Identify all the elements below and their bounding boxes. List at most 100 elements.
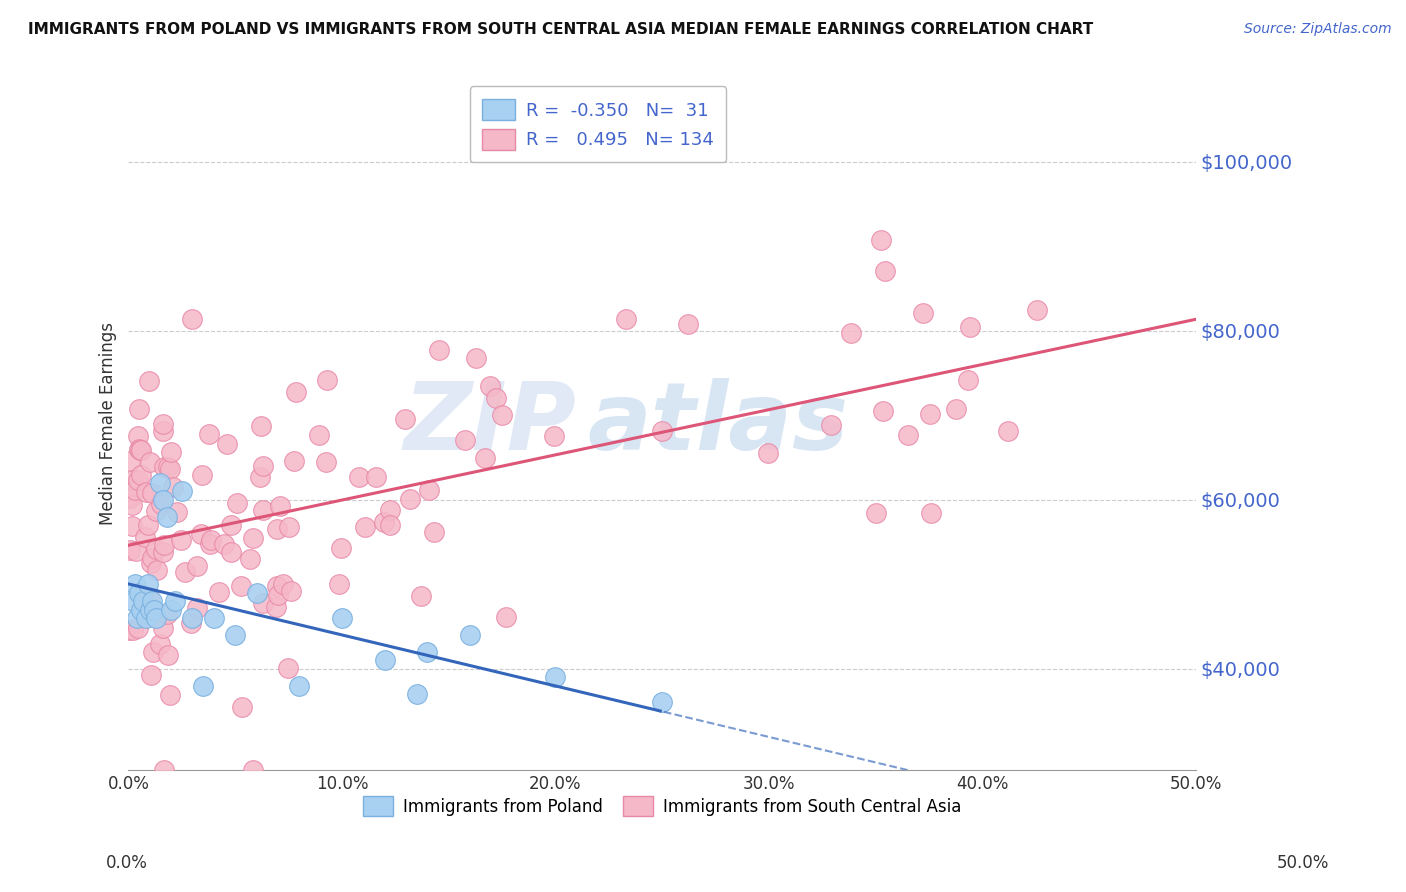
Point (138, 374, 160, 388)
Point (423, 524, 446, 539)
Point (193, 679, 215, 693)
Point (758, 445, 780, 459)
Point (283, 454, 305, 468)
Point (252, 596, 274, 610)
Point (219, 518, 242, 533)
Point (364, 470, 387, 484)
Point (277, 520, 299, 534)
Point (127, 473, 149, 487)
Point (394, 411, 416, 425)
Point (191, 467, 214, 482)
Point (229, 579, 252, 593)
Point (328, 577, 350, 591)
Point (920, 407, 942, 421)
Point (315, 373, 337, 387)
Point (409, 590, 432, 604)
Point (221, 545, 243, 559)
Point (249, 470, 271, 484)
Point (153, 763, 176, 777)
Point (121, 499, 143, 513)
Point (132, 594, 155, 608)
Point (330, 541, 353, 555)
Point (139, 602, 162, 616)
Text: ZIP: ZIP (404, 377, 576, 470)
Point (129, 602, 152, 616)
Point (120, 543, 142, 558)
Point (142, 644, 165, 658)
Point (124, 577, 146, 591)
Point (465, 351, 488, 365)
Point (124, 543, 146, 558)
Text: atlas: atlas (588, 377, 849, 470)
Point (416, 645, 439, 659)
Point (165, 594, 187, 608)
Point (956, 373, 979, 387)
Point (266, 579, 288, 593)
Point (125, 611, 148, 625)
Point (145, 611, 167, 625)
Point (128, 442, 150, 456)
Point (159, 462, 181, 476)
Point (159, 688, 181, 702)
Point (135, 611, 157, 625)
Point (399, 492, 422, 507)
Point (544, 670, 567, 684)
Legend: Immigrants from Poland, Immigrants from South Central Asia: Immigrants from Poland, Immigrants from … (354, 788, 970, 824)
Point (252, 459, 274, 474)
Point (128, 585, 150, 599)
Point (418, 483, 440, 497)
Point (820, 417, 842, 432)
Point (250, 419, 273, 434)
Point (121, 623, 143, 637)
Point (405, 687, 427, 701)
Point (152, 621, 174, 635)
Point (197, 427, 219, 442)
Point (129, 443, 152, 458)
Point (198, 537, 221, 551)
Point (135, 484, 157, 499)
Point (378, 503, 401, 517)
Point (141, 551, 163, 566)
Point (141, 594, 163, 608)
Point (458, 628, 481, 642)
Point (285, 385, 308, 400)
Text: 50.0%: 50.0% (1277, 855, 1329, 872)
Text: 0.0%: 0.0% (105, 855, 148, 872)
Point (212, 536, 235, 550)
Point (945, 402, 967, 417)
Point (308, 427, 330, 442)
Point (152, 537, 174, 551)
Point (156, 509, 179, 524)
Point (239, 551, 262, 566)
Point (139, 556, 162, 570)
Point (478, 379, 501, 393)
Point (202, 611, 225, 625)
Point (347, 470, 370, 484)
Point (870, 233, 893, 247)
Point (121, 473, 143, 487)
Point (330, 611, 353, 625)
Point (134, 530, 156, 544)
Point (145, 541, 167, 556)
Point (170, 484, 193, 499)
Point (139, 667, 162, 681)
Point (315, 455, 337, 469)
Point (485, 391, 508, 405)
Point (454, 433, 477, 447)
Point (378, 517, 401, 532)
Point (149, 475, 172, 490)
Point (242, 532, 264, 546)
Point (897, 427, 920, 442)
Point (651, 695, 673, 709)
Point (242, 763, 264, 777)
Point (231, 700, 253, 714)
Point (873, 264, 896, 278)
Point (252, 503, 274, 517)
Point (266, 600, 288, 615)
Point (678, 317, 700, 331)
Point (288, 679, 311, 693)
Point (121, 519, 143, 533)
Point (181, 611, 204, 625)
Point (157, 648, 180, 662)
Point (127, 621, 149, 635)
